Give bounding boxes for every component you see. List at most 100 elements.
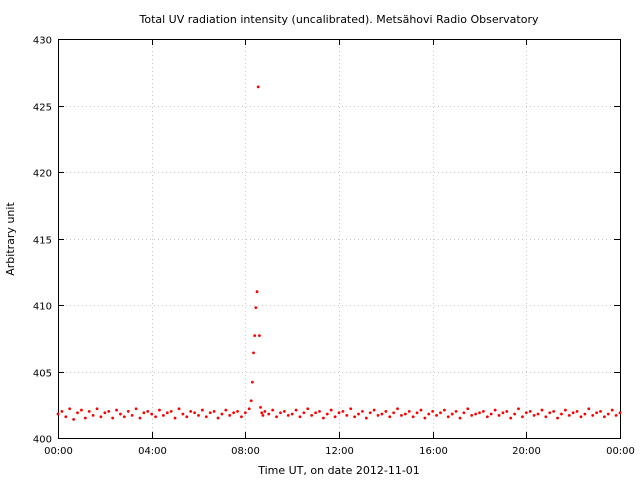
data-point <box>150 412 154 416</box>
y-tick-labels: 400 405 410 415 420 425 430 <box>33 36 52 446</box>
data-point <box>431 410 435 413</box>
data-point <box>189 410 193 413</box>
y-tick-label: 430 <box>33 36 52 47</box>
data-point <box>517 407 520 411</box>
x-tick-labels: 00:00 04:00 08:00 12:00 16:00 20:00 00:00 <box>44 446 635 457</box>
data-point <box>501 411 505 415</box>
data-point <box>161 413 165 417</box>
data-point <box>419 408 423 412</box>
data-point <box>279 411 282 415</box>
data-point <box>528 410 532 413</box>
data-point <box>302 411 306 415</box>
data-point <box>228 413 232 417</box>
data-point <box>256 85 260 89</box>
chart-title: Total UV radiation intensity (uncalibrat… <box>139 13 539 26</box>
y-axis-label: Arbitrary unit <box>4 202 17 276</box>
data-point <box>345 413 349 417</box>
data-point <box>115 408 118 412</box>
data-point <box>138 416 142 420</box>
grid-layer <box>58 39 620 438</box>
data-point <box>618 411 622 415</box>
data-point <box>595 411 598 415</box>
data-point <box>560 412 563 416</box>
data-point <box>250 380 254 384</box>
data-point <box>403 412 407 416</box>
data-point <box>548 411 552 415</box>
data-point <box>72 417 76 421</box>
data-point <box>524 411 528 415</box>
data-point <box>536 412 540 416</box>
data-point <box>442 408 446 412</box>
data-point <box>208 411 212 415</box>
data-point <box>329 408 333 412</box>
data-point <box>76 411 79 415</box>
y-tick-label: 400 <box>33 435 52 446</box>
data-point <box>474 412 477 416</box>
data-point <box>482 410 485 413</box>
data-point <box>400 413 403 417</box>
y-tick-label: 415 <box>33 236 52 247</box>
data-point <box>337 411 341 415</box>
data-point <box>458 416 462 420</box>
data-point <box>427 412 431 416</box>
data-point <box>247 407 251 411</box>
data-point <box>310 413 314 417</box>
data-point <box>466 407 470 411</box>
x-axis-label: Time UT, on date 2012-11-01 <box>257 464 420 477</box>
data-point <box>606 412 610 416</box>
data-point <box>177 407 181 411</box>
data-point <box>80 408 83 412</box>
data-point <box>99 415 103 419</box>
data-point <box>509 416 513 420</box>
data-point <box>267 412 271 416</box>
data-point <box>361 410 364 413</box>
data-point <box>261 413 265 417</box>
data-point <box>259 406 262 409</box>
x-tick-label: 00:00 <box>606 446 635 457</box>
data-points <box>56 85 622 421</box>
data-point <box>349 407 353 411</box>
data-point <box>154 415 157 419</box>
data-point <box>68 407 72 411</box>
data-point <box>450 412 454 416</box>
data-point <box>556 416 559 420</box>
data-point <box>341 410 345 413</box>
data-point <box>290 412 294 416</box>
data-point <box>64 415 68 419</box>
data-point <box>423 416 427 420</box>
data-point <box>134 407 138 411</box>
x-tick-label: 20:00 <box>512 446 541 457</box>
data-point <box>497 413 501 417</box>
data-point <box>158 408 161 412</box>
data-point <box>212 410 216 413</box>
data-point <box>236 410 239 413</box>
data-point <box>462 411 466 415</box>
data-point <box>122 415 126 419</box>
data-point <box>567 413 571 417</box>
data-point <box>83 416 87 420</box>
data-point <box>333 415 337 419</box>
x-tick-label: 12:00 <box>325 446 354 457</box>
data-point <box>314 411 317 415</box>
data-point <box>485 415 489 419</box>
data-point <box>185 415 189 419</box>
data-point <box>415 411 419 415</box>
data-point <box>220 412 224 416</box>
data-point <box>282 410 286 413</box>
data-point <box>252 351 255 355</box>
data-point <box>56 412 60 416</box>
data-point <box>599 410 602 413</box>
data-point <box>540 408 544 412</box>
data-point <box>253 334 257 337</box>
data-point <box>243 411 247 415</box>
data-point <box>446 415 450 419</box>
data-point <box>95 407 99 411</box>
data-point <box>91 413 95 417</box>
data-point <box>318 410 321 413</box>
data-point <box>579 415 583 419</box>
data-point <box>321 416 325 420</box>
data-point <box>376 413 380 417</box>
data-point <box>353 415 357 419</box>
data-point <box>544 415 548 419</box>
